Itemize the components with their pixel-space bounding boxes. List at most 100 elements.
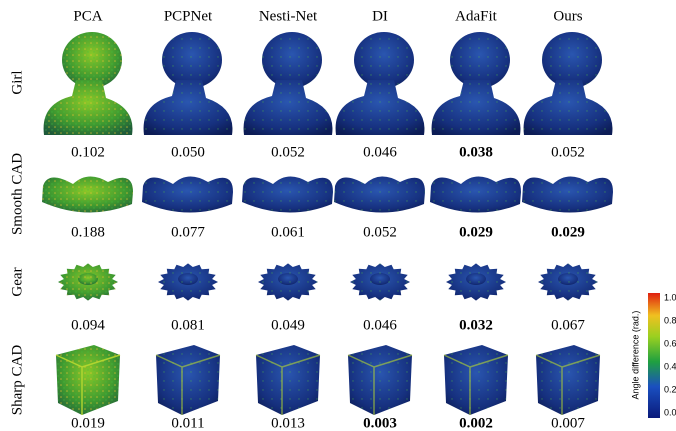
surface-texture bbox=[43, 80, 133, 135]
render-gear bbox=[258, 263, 318, 301]
surface-texture bbox=[256, 345, 320, 415]
edge bbox=[347, 354, 413, 415]
render-girl bbox=[523, 32, 613, 135]
surface-texture bbox=[536, 345, 600, 415]
surface-texture bbox=[278, 273, 298, 285]
render-gear bbox=[158, 263, 218, 301]
edge bbox=[255, 354, 321, 415]
row-label: Gear bbox=[9, 267, 25, 296]
edge bbox=[535, 354, 601, 415]
error-value: 0.002 bbox=[459, 415, 493, 431]
render-gear bbox=[350, 263, 410, 301]
surface-texture bbox=[466, 273, 486, 285]
column-header: DI bbox=[372, 8, 388, 24]
surface-texture bbox=[334, 176, 425, 213]
render-plate bbox=[334, 176, 425, 213]
error-value: 0.011 bbox=[171, 415, 204, 431]
edge bbox=[155, 354, 221, 415]
colorbar-tick: 0.8 bbox=[664, 315, 676, 325]
column-header: PCPNet bbox=[164, 8, 213, 24]
render-plate bbox=[430, 176, 521, 213]
colorbar-label: Angle difference (rad.) bbox=[630, 311, 640, 400]
error-value: 0.007 bbox=[551, 415, 585, 431]
error-value: 0.188 bbox=[71, 224, 105, 240]
render-cube bbox=[55, 345, 121, 415]
error-value: 0.081 bbox=[171, 317, 205, 333]
error-value: 0.061 bbox=[271, 224, 305, 240]
error-value: 0.029 bbox=[551, 224, 585, 240]
render-plate bbox=[42, 176, 133, 213]
surface-texture bbox=[522, 176, 613, 213]
surface-texture bbox=[156, 345, 220, 415]
colorbar-tick: 0.0 bbox=[664, 407, 676, 417]
render-cube bbox=[155, 345, 221, 415]
render-plate bbox=[242, 176, 333, 213]
error-value: 0.102 bbox=[71, 144, 105, 160]
render-gear bbox=[538, 263, 598, 301]
surface-texture bbox=[335, 80, 425, 135]
colorbar bbox=[648, 293, 660, 418]
render-girl bbox=[43, 32, 133, 135]
row-label: Sharp CAD bbox=[9, 345, 25, 416]
error-value: 0.077 bbox=[171, 224, 205, 240]
error-value: 0.067 bbox=[551, 317, 585, 333]
surface-texture bbox=[430, 176, 521, 213]
render-girl bbox=[243, 32, 333, 135]
error-value: 0.049 bbox=[271, 317, 305, 333]
colorbar-tick: 0.2 bbox=[664, 384, 676, 394]
colorbar-tick: 1.0 bbox=[664, 292, 676, 302]
row-label: Smooth CAD bbox=[9, 153, 25, 235]
surface-texture bbox=[142, 176, 233, 213]
column-header: AdaFit bbox=[455, 8, 498, 24]
surface-texture bbox=[348, 345, 412, 415]
column-header: PCA bbox=[73, 8, 102, 24]
colorbar-tick: 0.4 bbox=[664, 361, 676, 371]
column-header: Nesti-Net bbox=[259, 8, 318, 24]
error-value: 0.038 bbox=[459, 144, 493, 160]
error-value: 0.003 bbox=[363, 415, 397, 431]
surface-texture bbox=[162, 32, 222, 88]
error-value: 0.029 bbox=[459, 224, 493, 240]
error-value: 0.032 bbox=[459, 317, 493, 333]
render-cube bbox=[255, 345, 321, 415]
surface-texture bbox=[370, 273, 390, 285]
render-cube bbox=[347, 345, 413, 415]
render-girl bbox=[335, 32, 425, 135]
error-value: 0.046 bbox=[363, 144, 397, 160]
render-girl bbox=[143, 32, 233, 135]
surface-texture bbox=[523, 80, 613, 135]
render-gear bbox=[446, 263, 506, 301]
render-cube bbox=[443, 345, 509, 415]
error-value: 0.013 bbox=[271, 415, 305, 431]
error-value: 0.050 bbox=[171, 144, 205, 160]
render-plate bbox=[522, 176, 613, 213]
surface-texture bbox=[431, 80, 521, 135]
error-value: 0.052 bbox=[271, 144, 305, 160]
surface-texture bbox=[178, 273, 198, 285]
surface-texture bbox=[243, 80, 333, 135]
error-value: 0.019 bbox=[71, 415, 105, 431]
edge bbox=[443, 354, 509, 415]
render-plate bbox=[142, 176, 233, 213]
surface-texture bbox=[558, 273, 578, 285]
surface-texture bbox=[450, 32, 510, 88]
surface-texture bbox=[62, 32, 122, 88]
render-cube bbox=[535, 345, 601, 415]
error-value: 0.052 bbox=[363, 224, 397, 240]
colorbar-tick: 0.6 bbox=[664, 338, 676, 348]
surface-texture bbox=[56, 345, 120, 415]
surface-texture bbox=[542, 32, 602, 88]
surface-texture bbox=[42, 176, 133, 213]
render-gear bbox=[58, 263, 118, 301]
surface-texture bbox=[262, 32, 322, 88]
edge bbox=[55, 354, 121, 415]
surface-texture bbox=[354, 32, 414, 88]
surface-texture bbox=[78, 273, 98, 285]
surface-texture bbox=[143, 80, 233, 135]
row-label: Girl bbox=[9, 70, 25, 94]
render-girl bbox=[431, 32, 521, 135]
surface-texture bbox=[444, 345, 508, 415]
error-value: 0.046 bbox=[363, 317, 397, 333]
